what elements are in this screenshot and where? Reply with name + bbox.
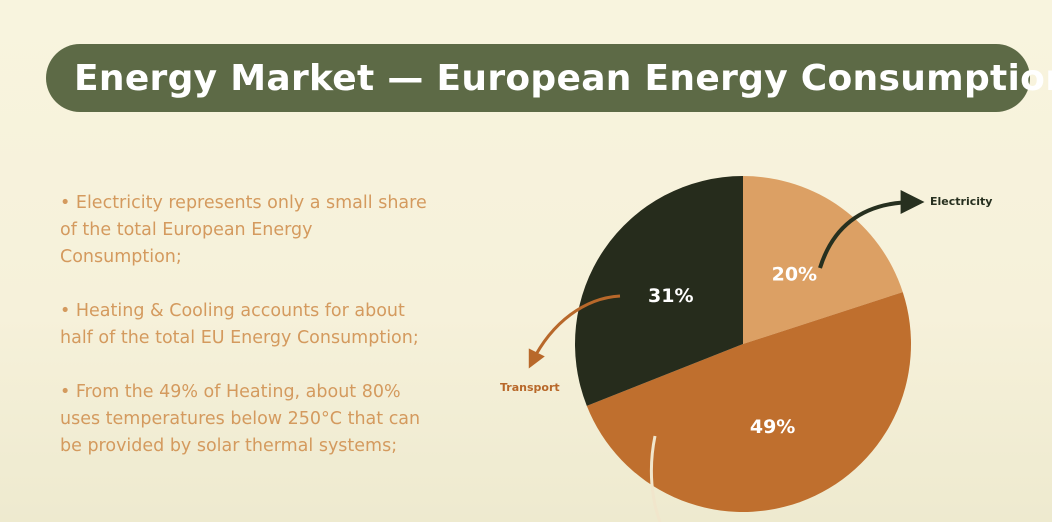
title-bar: Energy Market — European Energy Consumpt…: [46, 44, 1052, 112]
bullet-heating: • Heating & Cooling accounts for about h…: [60, 301, 419, 348]
pie-labels: 20% 49% 31%: [648, 263, 817, 438]
pie-slice-transport: [575, 176, 743, 406]
electricity-callout-arrow: [818, 190, 925, 269]
bullet-electricity: • Electricity represents only a small sh…: [60, 193, 427, 267]
pie-slice-heating-cooling: [586, 292, 911, 512]
pie-value-label: 31%: [648, 285, 693, 307]
callout-transport: Transport: [500, 381, 560, 394]
bullet-list: • Electricity represents only a small sh…: [60, 190, 430, 487]
pie-value-label: 20%: [772, 263, 817, 285]
pie-slices: [575, 176, 911, 512]
heating-pointer-line: [649, 435, 662, 522]
slide-title: Energy Market — European Energy Consumpt…: [74, 57, 1052, 99]
pie-value-label: 49%: [750, 416, 795, 438]
transport-callout-arrow: [528, 294, 621, 369]
bullet-solar-thermal: • From the 49% of Heating, about 80% use…: [60, 382, 421, 456]
callout-electricity: Electricity: [930, 195, 992, 208]
